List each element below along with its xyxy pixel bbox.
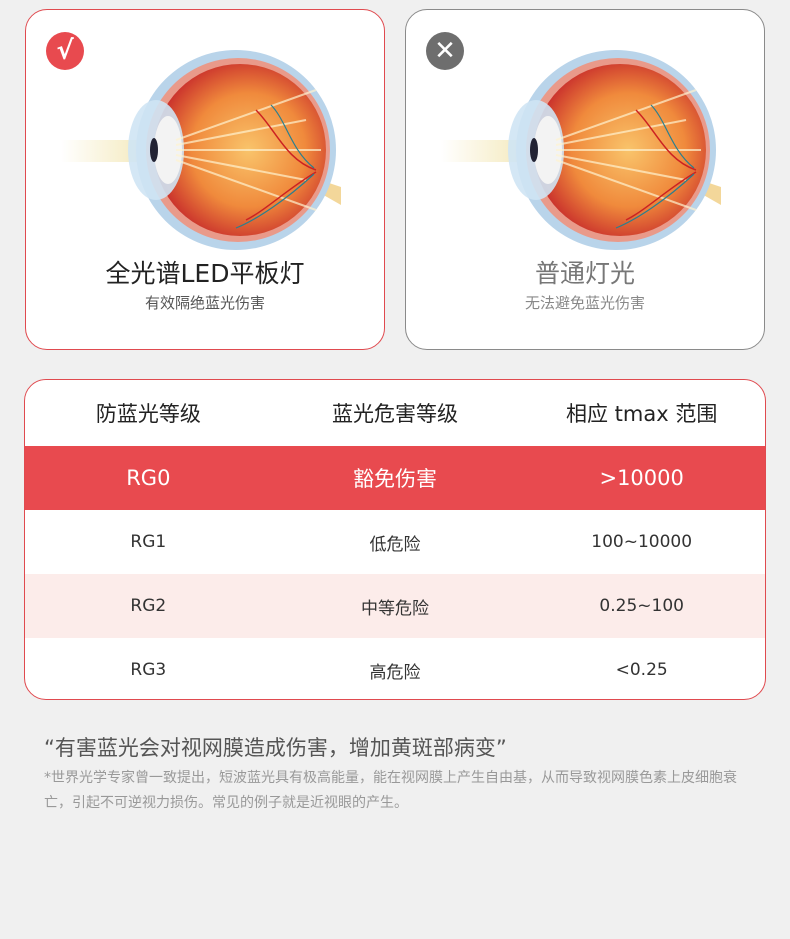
table-row: RG3 高危险 <0.25: [25, 638, 765, 699]
header-cell: 相应 tmax 范围: [566, 402, 718, 426]
eye-illustration: [440, 50, 722, 250]
x-icon: ✕: [426, 32, 464, 70]
table-cell: RG1: [130, 532, 167, 552]
table-header: 防蓝光等级 蓝光危害等级 相应 tmax 范围: [25, 380, 765, 446]
ordinary-light-card: ✕ 普通灯光 无法避免蓝光伤害: [405, 9, 765, 350]
card-title: 全光谱LED平板灯: [105, 259, 305, 288]
header-cell: 蓝光危害等级: [332, 402, 458, 426]
table-cell: RG0: [126, 466, 171, 490]
table-cell: <0.25: [615, 660, 668, 680]
table-cell: 100~10000: [591, 532, 693, 552]
table-cell: 0.25~100: [599, 596, 684, 616]
card-title: 普通灯光: [534, 259, 635, 288]
table-cell: RG2: [130, 596, 167, 616]
table-row: RG1 低危险 100~10000: [25, 510, 765, 574]
card-subtitle: 无法避免蓝光伤害: [524, 294, 645, 312]
blue-light-table: 防蓝光等级 蓝光危害等级 相应 tmax 范围 RG0 豁免伤害 >10000 …: [24, 379, 766, 700]
table-row: RG0 豁免伤害 >10000: [25, 446, 765, 510]
eye-illustration: [60, 50, 342, 250]
table-cell: 高危险: [369, 662, 421, 683]
header-cell: 防蓝光等级: [95, 402, 201, 426]
table-cell: 豁免伤害: [353, 467, 437, 491]
table-cell: >10000: [599, 466, 684, 490]
table-cell: 中等危险: [361, 598, 429, 619]
footnote-text: *世界光学专家曾一致提出，短波蓝光具有极高能量，能在视网膜上产生自由基，从而导致…: [44, 770, 737, 811]
quote-text: “有害蓝光会对视网膜造成伤害，增加黄斑部病变”: [44, 736, 507, 760]
table-cell: RG3: [130, 660, 167, 680]
check-icon: √: [46, 32, 84, 70]
card-subtitle: 有效隔绝蓝光伤害: [144, 294, 265, 312]
full-spectrum-card: √ 全光谱LED平板灯 有效隔绝蓝光伤害: [25, 9, 385, 350]
table-row: RG2 中等危险 0.25~100: [25, 574, 765, 638]
table-cell: 低危险: [369, 534, 421, 555]
